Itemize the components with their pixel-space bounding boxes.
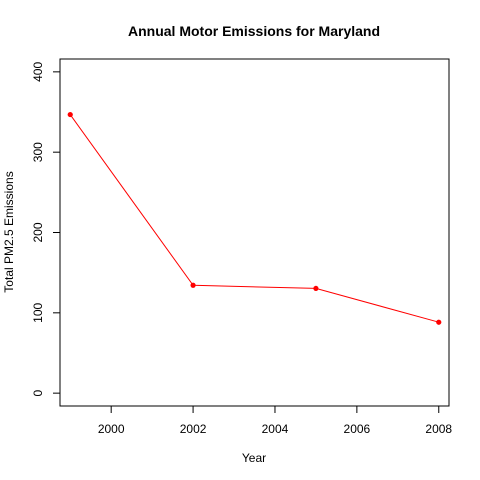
- y-axis-label: Total PM2.5 Emissions: [2, 171, 16, 292]
- series-layer: [67, 111, 442, 325]
- data-point: [67, 111, 73, 118]
- x-tick-label: 2002: [180, 422, 207, 436]
- y-tick-label: 400: [31, 62, 45, 82]
- y-tick-label: 300: [31, 142, 45, 162]
- x-tick-label: 2000: [98, 422, 125, 436]
- y-tick-label: 200: [31, 222, 45, 242]
- x-tick-label: 2008: [425, 422, 452, 436]
- x-tick-label: 2004: [262, 422, 289, 436]
- data-point: [190, 282, 196, 288]
- y-tick-label: 100: [31, 302, 45, 322]
- y-tick-label: 0: [31, 389, 45, 396]
- x-axis: 2000 2002 2004 2006 2008: [98, 405, 452, 436]
- x-tick-label: 2006: [344, 422, 371, 436]
- series-line: [69, 114, 439, 323]
- x-axis-label: Year: [242, 451, 266, 465]
- chart-title: Annual Motor Emissions for Maryland: [128, 23, 380, 39]
- data-point: [313, 285, 319, 292]
- y-axis: 0 100 200 300 400: [31, 62, 61, 396]
- data-point: [436, 319, 442, 325]
